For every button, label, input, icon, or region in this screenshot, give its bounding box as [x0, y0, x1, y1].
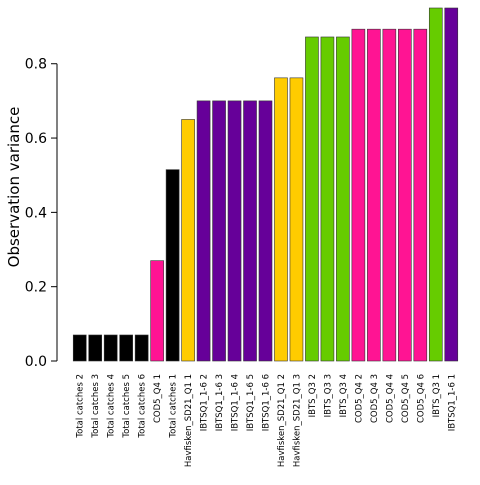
bar [150, 260, 164, 362]
y-tick-label: 0.8 [25, 57, 47, 73]
bar [134, 334, 149, 362]
bar [103, 334, 118, 362]
x-category-label: Total catches 6 [138, 374, 148, 439]
y-axis-label: Observation variance [5, 107, 23, 268]
x-category-label: IBTSQ1_1-6 1 [447, 374, 457, 431]
x-category-label: IBTSQ1_1-6 6 [262, 374, 272, 431]
bar [336, 36, 350, 362]
bar [289, 77, 304, 362]
bar [274, 77, 288, 362]
bar [227, 100, 242, 362]
x-axis-labels: Total catches 2 Total catches 3 Total catc… [76, 374, 458, 467]
x-category-label: Total catches 3 [91, 374, 101, 439]
x-category-label: COD5_Q4 1 [153, 374, 163, 423]
y-tick-label: 0.2 [25, 280, 47, 296]
x-category-label: Total catches 4 [107, 374, 117, 439]
bar [398, 28, 412, 362]
x-category-label: COD5_Q4 3 [370, 374, 380, 423]
bar [444, 7, 459, 362]
x-category-label: Havfisken_SD21_Q1 3 [292, 374, 302, 467]
y-tick-label: 0.4 [25, 205, 47, 221]
bar [413, 28, 428, 362]
bar [196, 100, 211, 362]
y-tick-label: 0.0 [25, 354, 47, 370]
x-category-label: Havfisken_SD21_Q1 1 [184, 374, 194, 467]
x-category-label: Total catches 2 [76, 374, 86, 439]
x-category-label: COD5_Q4 4 [385, 374, 395, 423]
x-category-label: IBTS_Q3 4 [339, 374, 349, 417]
x-category-label: IBTSQ1_1-6 3 [215, 374, 225, 431]
bar [258, 100, 273, 362]
bar [367, 28, 381, 362]
x-category-label: COD5_Q4 6 [416, 374, 426, 423]
x-category-label: IBTS_Q3 2 [308, 374, 318, 417]
x-category-label: Total catches 5 [122, 374, 132, 439]
y-tick-label: 0.6 [25, 131, 47, 147]
bar [88, 334, 103, 362]
bar [72, 334, 87, 362]
x-category-label: IBTSQ1_1-6 2 [200, 374, 210, 431]
x-category-label: Total catches 1 [169, 374, 179, 439]
x-category-label: COD5_Q4 2 [354, 374, 364, 423]
bar [165, 169, 180, 362]
x-category-label: COD5_Q4 5 [401, 374, 411, 423]
bar [119, 334, 133, 362]
bars [72, 7, 459, 362]
y-axis: 0.0 0.2 0.4 0.6 0.8 [25, 57, 58, 370]
bar [382, 28, 397, 362]
bar [428, 7, 443, 362]
x-category-label: IBTS_Q3 1 [432, 374, 442, 417]
bar [351, 28, 366, 362]
x-category-label: IBTSQ1_1-6 4 [231, 374, 241, 431]
x-category-label: Havfisken_SD21_Q1 2 [277, 374, 287, 467]
bar [212, 100, 226, 362]
bar [305, 36, 319, 362]
x-category-label: IBTSQ1_1-6 5 [246, 374, 256, 431]
bar [320, 36, 335, 362]
x-category-label: IBTS_Q3 3 [323, 374, 333, 417]
bar [181, 119, 195, 362]
bar [243, 100, 257, 362]
